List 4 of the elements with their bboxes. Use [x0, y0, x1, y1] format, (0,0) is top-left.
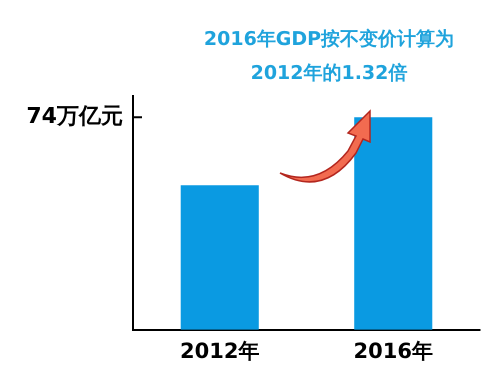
x-tick-label: 2012年	[180, 338, 260, 363]
text: 74万亿元	[26, 104, 123, 129]
x-tick-label: 2016年	[354, 338, 433, 363]
chart-title: 2016年GDP按不变价计算为2012年的1.32倍	[202, 27, 456, 86]
